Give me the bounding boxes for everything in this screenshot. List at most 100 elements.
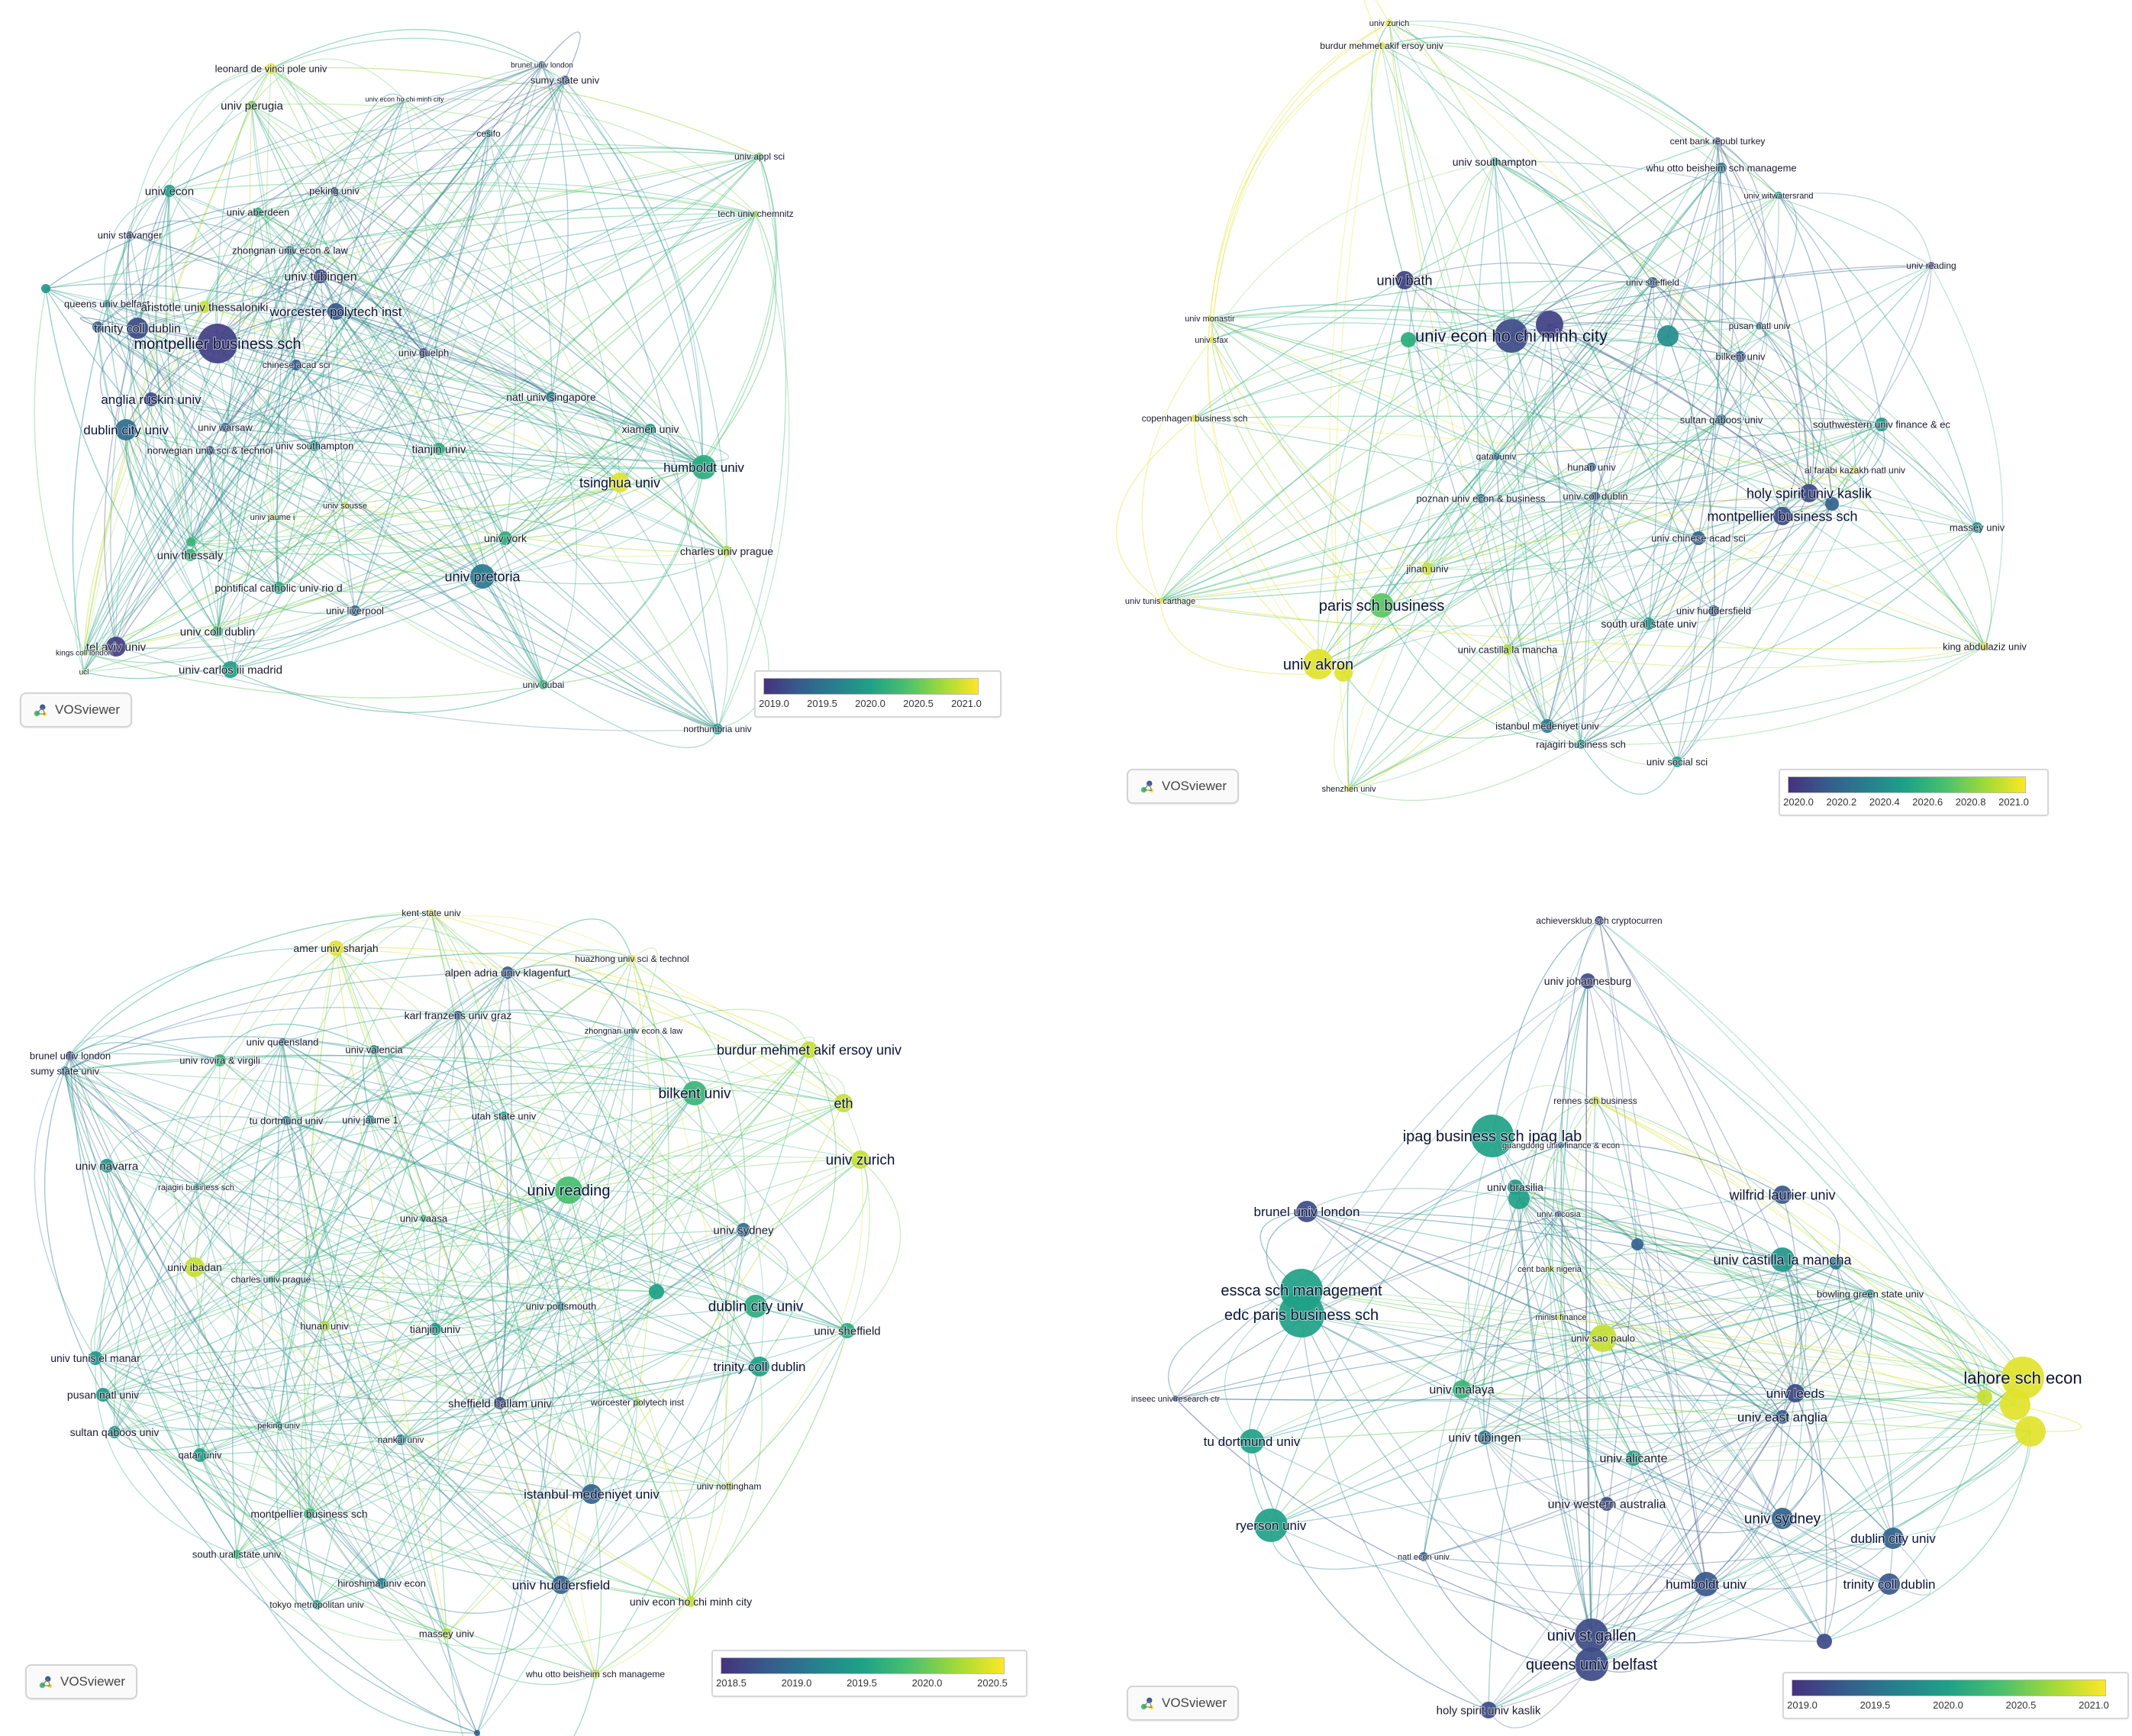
institution-node[interactable] — [60, 1066, 69, 1076]
institution-label[interactable]: univ coll dublin — [1562, 490, 1628, 503]
institution-node[interactable] — [1692, 531, 1705, 545]
institution-node[interactable] — [756, 153, 763, 160]
institution-node[interactable] — [834, 1094, 853, 1112]
institution-label[interactable]: sheffield hallam univ — [447, 1396, 553, 1411]
institution-node[interactable] — [1576, 740, 1585, 749]
institution-label[interactable]: pusan natl univ — [1728, 320, 1792, 332]
institution-node[interactable] — [1480, 1702, 1497, 1718]
institution-node[interactable] — [502, 966, 514, 979]
institution-node[interactable] — [692, 455, 716, 479]
institution-label[interactable]: hiroshima univ econ — [337, 1577, 427, 1590]
institution-label[interactable]: norwegian univ sci & technol — [147, 444, 274, 457]
institution-node[interactable] — [1716, 163, 1727, 173]
institution-label[interactable]: tel aviv univ — [85, 640, 147, 654]
institution-label[interactable]: univ southampton — [1452, 155, 1538, 169]
institution-label[interactable]: southwestern univ finance & ec — [1812, 418, 1951, 431]
institution-node[interactable] — [1756, 322, 1763, 330]
institution-label[interactable]: karl franzens univ graz — [404, 1008, 513, 1022]
institution-label[interactable]: northumbria univ — [682, 723, 752, 735]
institution-node[interactable] — [721, 546, 732, 557]
institution-node[interactable] — [205, 446, 214, 455]
institution-node[interactable] — [1490, 157, 1499, 166]
institution-label[interactable]: univ pretoria — [443, 568, 521, 585]
institution-node[interactable] — [198, 324, 237, 363]
institution-node[interactable] — [1830, 1257, 1842, 1270]
institution-node[interactable] — [753, 211, 759, 217]
institution-label[interactable]: univ sydney — [712, 1223, 775, 1237]
institution-label[interactable]: trinity coll dublin — [1843, 1576, 1937, 1592]
institution-label[interactable]: chinese acad sci — [262, 359, 331, 371]
institution-node[interactable] — [1580, 973, 1595, 989]
institution-node[interactable] — [279, 1038, 286, 1046]
institution-label[interactable]: univ econ ho chi minh city — [364, 95, 445, 104]
institution-label[interactable]: tokyo metropolitan univ — [269, 1599, 364, 1611]
institution-node[interactable] — [1776, 1410, 1789, 1424]
institution-label[interactable]: brunel univ london — [510, 61, 574, 71]
institution-node[interactable] — [1773, 1186, 1792, 1204]
institution-node[interactable] — [1172, 1396, 1179, 1402]
institution-node[interactable] — [555, 1176, 582, 1204]
institution-node[interactable] — [1471, 1115, 1514, 1157]
institution-node[interactable] — [1800, 484, 1818, 502]
institution-label[interactable]: univ tubingen — [283, 270, 357, 285]
institution-label[interactable]: jinan univ — [1405, 563, 1450, 576]
institution-label[interactable]: peking univ — [308, 185, 360, 198]
institution-label[interactable]: rajagiri business sch — [1535, 738, 1627, 751]
institution-label[interactable]: tu dortmund univ — [1203, 1434, 1301, 1450]
institution-node[interactable] — [275, 1421, 282, 1429]
institution-node[interactable] — [1207, 315, 1213, 321]
institution-node[interactable] — [427, 909, 435, 917]
institution-label[interactable]: tianjin univ — [411, 442, 467, 457]
institution-node[interactable] — [341, 502, 349, 509]
institution-label[interactable]: univ jaume i — [250, 512, 296, 523]
institution-node[interactable] — [698, 457, 707, 466]
institution-label[interactable]: univ malaya — [1428, 1383, 1495, 1398]
institution-node[interactable] — [282, 1116, 291, 1125]
institution-label[interactable]: univ sao paulo — [1570, 1332, 1636, 1345]
institution-label[interactable]: univ econ — [144, 184, 195, 198]
institution-label[interactable]: univ akron — [1282, 656, 1354, 674]
institution-label[interactable]: nankai univ — [377, 1434, 425, 1446]
institution-node[interactable] — [1453, 1380, 1471, 1399]
institution-node[interactable] — [1866, 1289, 1875, 1299]
institution-node[interactable] — [1672, 757, 1682, 767]
institution-node[interactable] — [108, 1426, 121, 1438]
institution-node[interactable] — [498, 531, 512, 545]
institution-label[interactable]: univ huddersfield — [511, 1577, 611, 1593]
institution-label[interactable]: qatar univ — [1476, 450, 1518, 463]
institution-node[interactable] — [1558, 1142, 1564, 1148]
institution-label[interactable]: univ sheffield — [813, 1324, 881, 1338]
institution-label[interactable]: univ queensland — [246, 1036, 320, 1049]
institution-label[interactable]: bilkent univ — [1714, 350, 1766, 363]
institution-node[interactable] — [1735, 351, 1746, 362]
institution-node[interactable] — [433, 443, 445, 455]
institution-node[interactable] — [1334, 663, 1353, 682]
institution-label[interactable]: zhongnan univ econ & law — [584, 1026, 683, 1037]
institution-label[interactable]: univ aberdeen — [226, 206, 290, 219]
institution-node[interactable] — [801, 1041, 818, 1058]
institution-label[interactable]: univ coll dublin — [179, 624, 256, 639]
institution-node[interactable] — [309, 440, 320, 451]
institution-label[interactable]: univ bath — [1376, 272, 1433, 289]
institution-label[interactable]: qatar univ — [177, 1449, 223, 1462]
institution-node[interactable] — [115, 419, 137, 440]
institution-label[interactable]: sultan qaboos univ — [1679, 414, 1764, 427]
institution-label[interactable]: univ vaasa — [399, 1212, 449, 1225]
institution-node[interactable] — [1772, 1508, 1793, 1529]
institution-label[interactable]: univ johannesburg — [1543, 974, 1632, 988]
institution-label[interactable]: lahore sch econ — [1963, 1368, 2082, 1389]
institution-node[interactable] — [273, 582, 285, 594]
institution-node[interactable] — [1972, 522, 1982, 533]
institution-node[interactable] — [1575, 1618, 1608, 1652]
institution-node[interactable] — [314, 269, 327, 283]
institution-node[interactable] — [1770, 1247, 1795, 1272]
institution-label[interactable]: istanbul medeniyet univ — [523, 1486, 660, 1502]
institution-node[interactable] — [591, 1670, 600, 1679]
institution-node[interactable] — [840, 1323, 855, 1338]
institution-label[interactable]: natl univ singapore — [505, 390, 597, 404]
institution-label[interactable]: inseec univ research ctr — [1131, 1394, 1221, 1405]
institution-node[interactable] — [266, 63, 276, 74]
institution-label[interactable]: univ alicante — [1599, 1452, 1669, 1467]
